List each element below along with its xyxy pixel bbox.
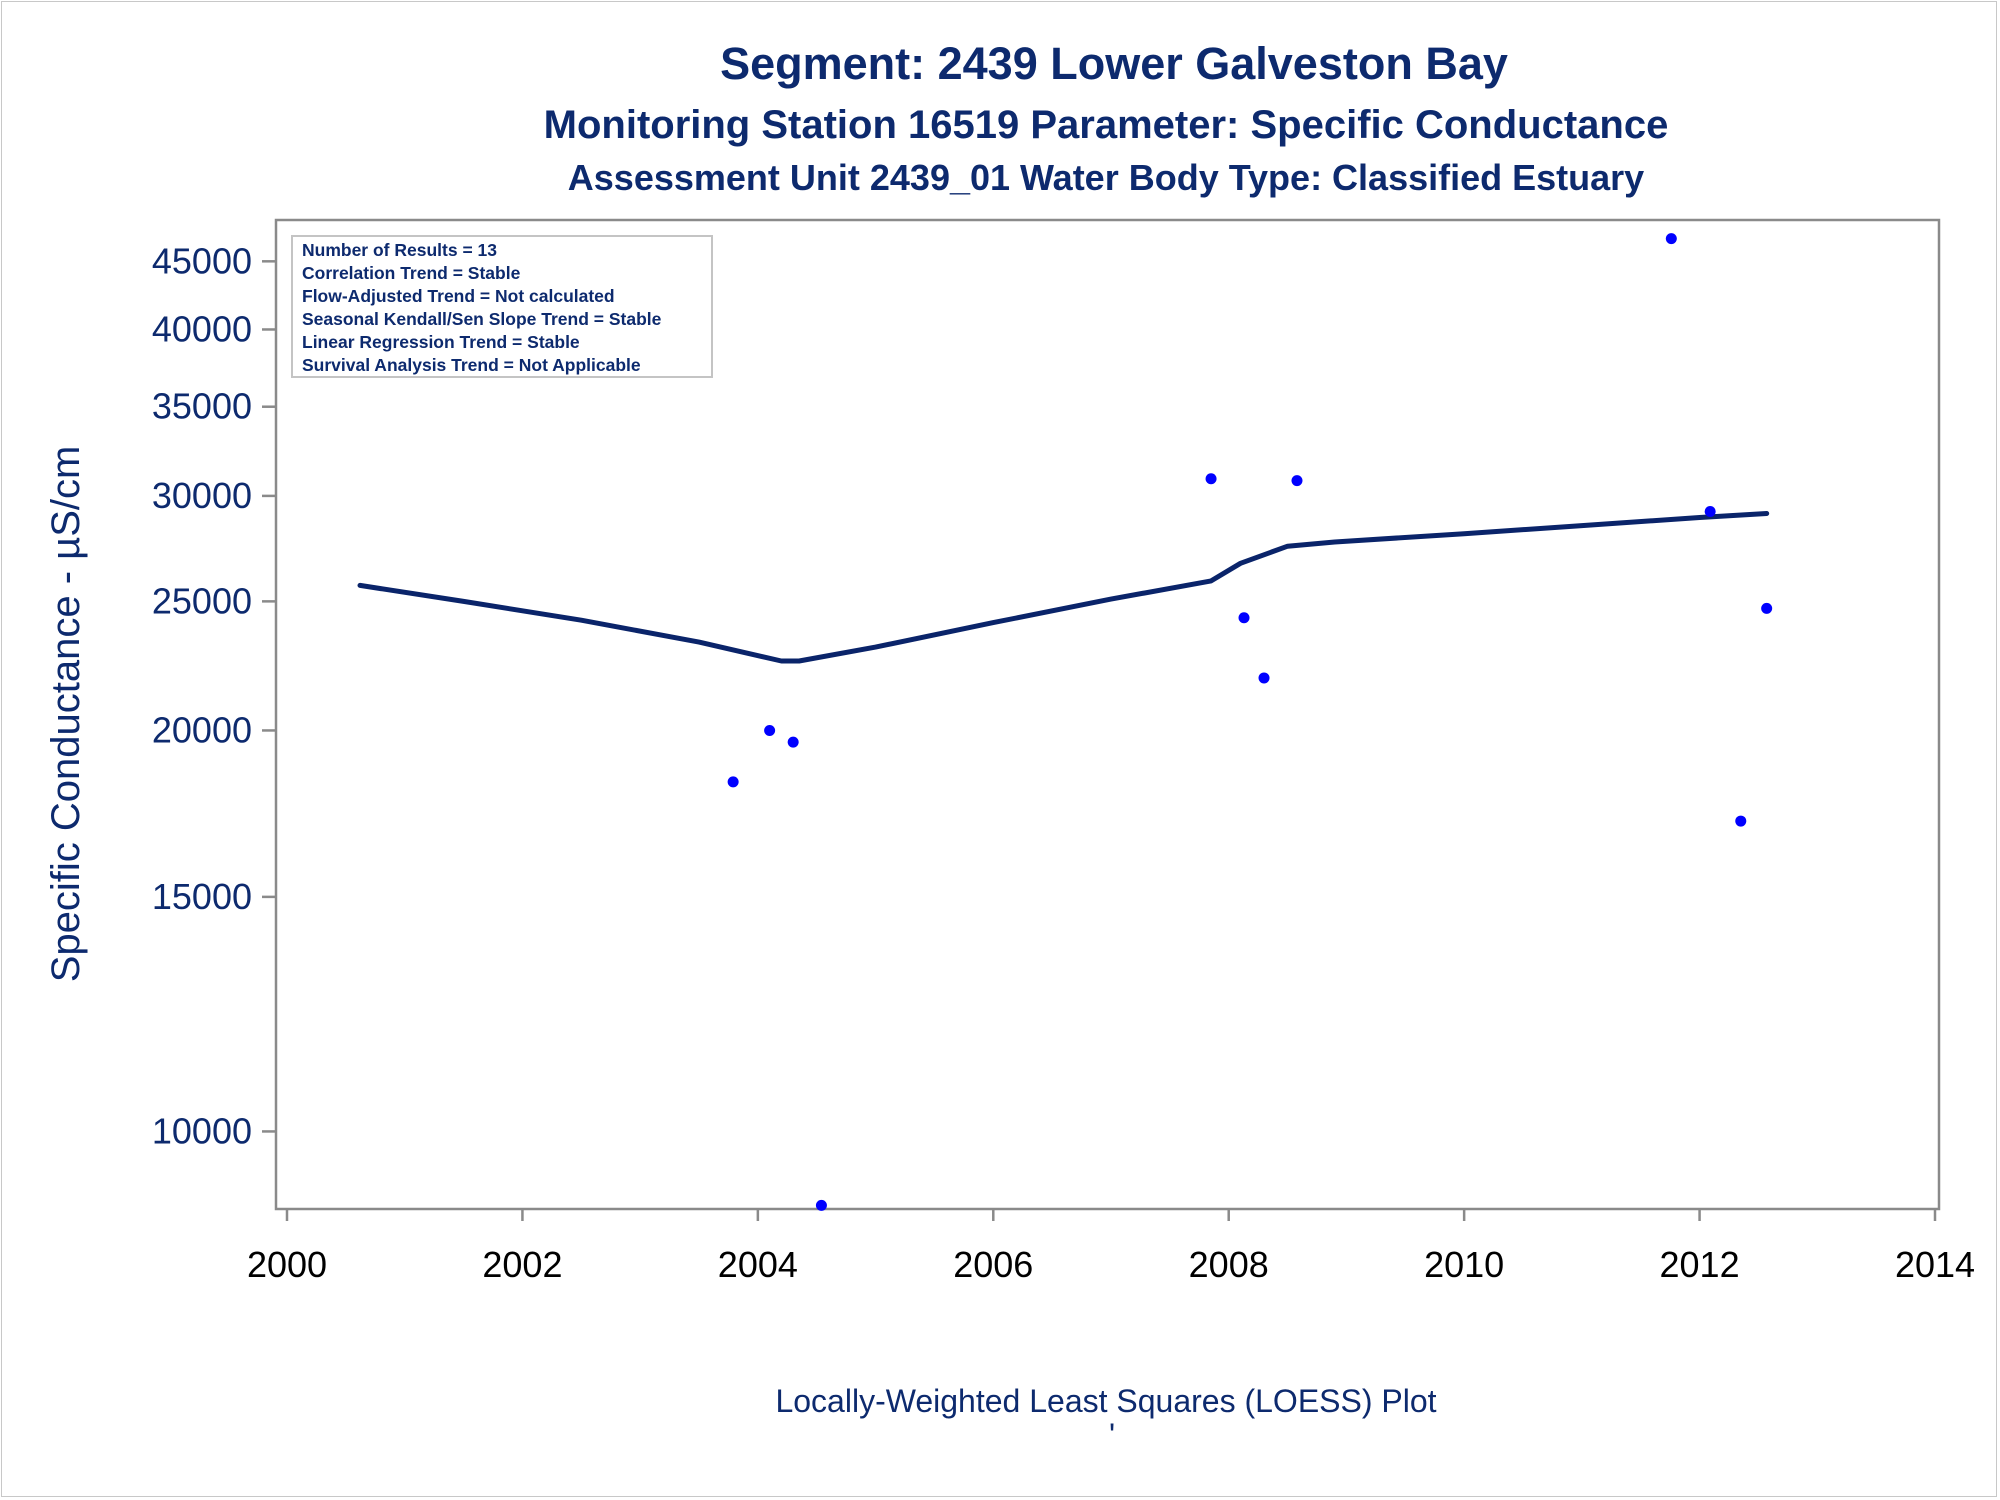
x-tick-label: 2000 (247, 1244, 327, 1285)
data-point (787, 736, 799, 748)
plot-area (274, 218, 1941, 1211)
data-point (1761, 602, 1773, 614)
data-point (1258, 672, 1270, 684)
stats-box-lines: Number of Results = 13 Correlation Trend … (302, 240, 662, 375)
y-tick-label: 10000 (152, 1110, 252, 1151)
data-point (1205, 473, 1217, 485)
data-point (815, 1199, 827, 1211)
stats-line: Flow-Adjusted Trend = Not calculated (302, 286, 615, 306)
x-tick-label: 2002 (482, 1244, 562, 1285)
loess-line-group (357, 511, 1770, 664)
data-point (727, 776, 739, 788)
data-point (1665, 233, 1677, 245)
stats-box (291, 235, 713, 378)
y-axis: 10000 15000 20000 25000 30000 35000 40000 45000 (152, 240, 276, 1151)
x-tick-label: 2008 (1189, 1244, 1269, 1285)
y-tick-label: 35000 (152, 386, 252, 427)
y-tick-label: 45000 (152, 240, 252, 281)
data-points-group (354, 233, 1773, 1211)
x-tick-label: 2012 (1660, 1244, 1740, 1285)
data-point (764, 724, 776, 736)
footnote: Locally-Weighted Least Squares (LOESS) P… (775, 1383, 1436, 1419)
stats-line: Seasonal Kendall/Sen Slope Trend = Stabl… (302, 309, 662, 329)
footnote-mark: ' (1109, 1417, 1115, 1453)
y-tick-label: 40000 (152, 308, 252, 349)
y-tick-label: 15000 (152, 876, 252, 917)
data-point (1291, 475, 1303, 487)
x-tick-label: 2006 (953, 1244, 1033, 1285)
chart-subtitle: Monitoring Station 16519 Parameter: Spec… (544, 103, 1669, 147)
x-tick-label: 2004 (718, 1244, 798, 1285)
loess-line (357, 511, 1770, 664)
y-tick-label: 30000 (152, 475, 252, 516)
x-axis: 2000 2002 2004 2006 2008 2010 2012 2014 (247, 1209, 1975, 1285)
data-point (1735, 815, 1747, 827)
stats-line: Survival Analysis Trend = Not Applicable (302, 355, 641, 375)
y-axis-label: Specific Conductance - µS/cm (44, 446, 88, 983)
chart-title: Segment: 2439 Lower Galveston Bay (720, 38, 1508, 89)
stats-line: Number of Results = 13 (302, 240, 497, 260)
y-tick-label: 25000 (152, 580, 252, 621)
data-point (1704, 506, 1716, 518)
stats-line: Correlation Trend = Stable (302, 263, 521, 283)
x-tick-label: 2010 (1424, 1244, 1504, 1285)
y-tick-label: 20000 (152, 709, 252, 750)
data-point (1238, 612, 1250, 624)
chart-subtitle-2: Assessment Unit 2439_01 Water Body Type:… (568, 157, 1644, 198)
stats-line: Linear Regression Trend = Stable (302, 332, 580, 352)
x-tick-label: 2014 (1895, 1244, 1975, 1285)
